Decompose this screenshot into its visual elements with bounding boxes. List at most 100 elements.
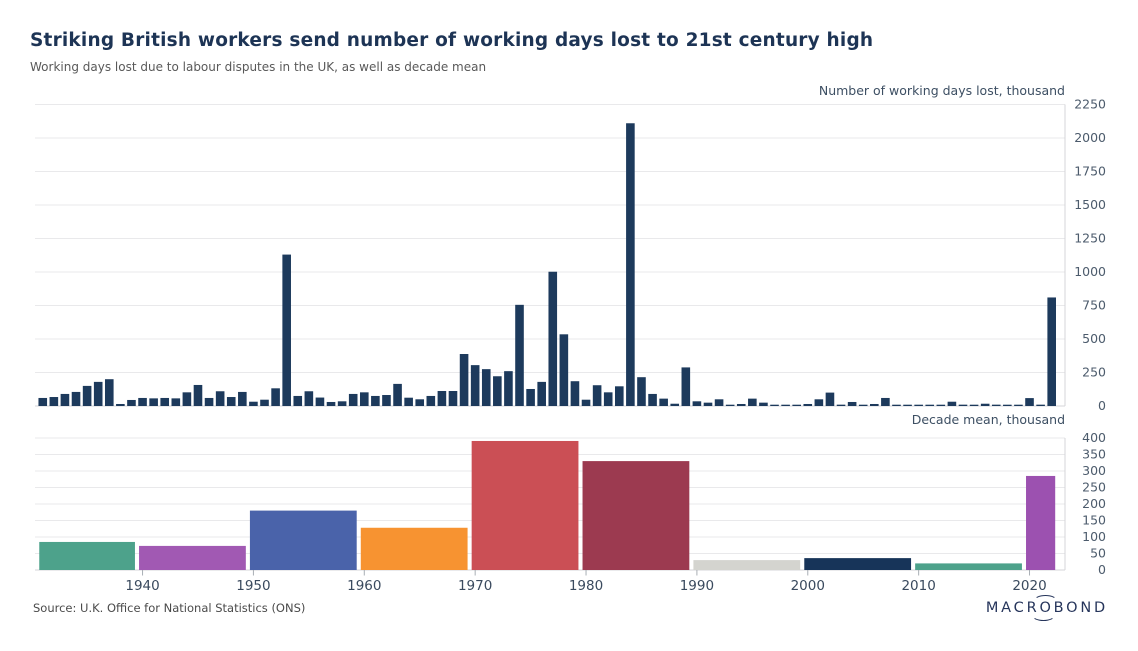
year-bar — [326, 401, 336, 406]
year-bar — [936, 404, 946, 406]
page-title: Striking British workers send number of … — [30, 30, 874, 51]
decade-bar — [249, 510, 357, 570]
x-tick-label: 1950 — [236, 578, 270, 594]
year-bar — [703, 402, 713, 406]
year-bar — [892, 404, 901, 406]
year-bar — [814, 399, 824, 406]
decade-bar — [915, 563, 1022, 570]
year-bar — [1036, 404, 1045, 406]
year-bar — [559, 334, 569, 406]
macrobond-logo: MACROBOND — [985, 595, 1108, 621]
x-tick-label: 2010 — [901, 578, 935, 594]
year-bar — [459, 354, 469, 406]
year-bar — [238, 391, 247, 406]
year-bar — [947, 401, 957, 406]
year-bar — [980, 403, 990, 406]
decade-bar — [139, 545, 246, 570]
year-bar — [116, 403, 125, 406]
year-bar — [271, 388, 280, 406]
top-ytick-label: 1250 — [1074, 231, 1106, 246]
year-bar — [659, 398, 668, 406]
year-bar — [260, 399, 269, 406]
decade-bar — [1026, 475, 1056, 570]
year-bar — [770, 404, 779, 406]
top-ytick-label: 1750 — [1074, 164, 1106, 179]
year-bar — [481, 369, 491, 406]
bottom-ytick-label: 300 — [1082, 463, 1106, 478]
year-bar — [1047, 297, 1056, 406]
year-bar — [725, 404, 735, 406]
year-bar — [127, 399, 136, 406]
x-tick-label: 1980 — [569, 578, 603, 594]
x-tick-label: 2020 — [1012, 578, 1046, 594]
year-bar — [914, 404, 923, 406]
year-bar — [515, 304, 524, 406]
logo-orbit-o: O — [1032, 595, 1058, 621]
year-bar — [404, 397, 413, 406]
year-bar — [82, 385, 92, 406]
year-bar — [748, 398, 757, 406]
year-bar — [692, 401, 702, 406]
decade-bar — [693, 560, 801, 570]
year-bar — [648, 393, 657, 406]
x-tick-label: 1940 — [125, 578, 159, 594]
year-bar — [781, 404, 790, 406]
year-bar — [714, 399, 724, 406]
top-axis-title: Number of working days lost, thousand — [819, 83, 1065, 98]
year-bar — [925, 404, 935, 406]
year-bar — [825, 392, 835, 406]
year-bar — [881, 397, 890, 406]
year-bar — [570, 381, 580, 406]
year-bar — [38, 397, 48, 406]
year-bar — [182, 392, 192, 406]
bottom-ytick-label: 100 — [1082, 529, 1106, 544]
year-bar — [60, 393, 70, 406]
year-bar — [160, 397, 170, 406]
source-note: Source: U.K. Office for National Statist… — [33, 601, 306, 615]
top-ytick-label: 750 — [1082, 298, 1106, 313]
bottom-ytick-label: 50 — [1090, 546, 1106, 561]
year-bar — [670, 403, 680, 406]
bottom-ytick-label: 400 — [1082, 430, 1106, 445]
decade-bar — [582, 461, 690, 570]
year-bar — [1025, 398, 1034, 406]
year-bar — [193, 384, 203, 406]
x-tick-label: 1970 — [458, 578, 492, 594]
year-bar — [537, 381, 546, 406]
year-bar — [958, 404, 968, 406]
year-bar — [1014, 404, 1023, 406]
year-bar — [204, 397, 214, 406]
year-bar — [548, 271, 558, 406]
top-ytick-label: 2000 — [1074, 130, 1106, 145]
bottom-ytick-label: 250 — [1082, 480, 1106, 495]
year-bar — [304, 391, 314, 406]
year-bar — [504, 371, 513, 406]
year-bar — [359, 392, 369, 406]
year-bar — [858, 404, 868, 406]
top-ytick-label: 1000 — [1074, 264, 1106, 279]
year-bar — [215, 391, 225, 406]
decade-bar — [360, 527, 468, 570]
bottom-ytick-label: 0 — [1098, 562, 1106, 577]
year-bar — [903, 404, 912, 406]
top-ytick-label: 1500 — [1074, 197, 1106, 212]
year-bar — [415, 399, 425, 406]
year-bar — [759, 402, 768, 406]
year-bar — [437, 390, 447, 406]
top-ytick-label: 250 — [1082, 365, 1106, 380]
decade-bar — [39, 541, 135, 570]
year-bar — [526, 388, 535, 406]
bottom-ytick-label: 350 — [1082, 447, 1106, 462]
year-bar — [337, 401, 347, 406]
year-bar — [969, 404, 979, 406]
year-bar — [870, 403, 879, 406]
year-bar — [792, 404, 801, 406]
bottom-axis-title: Decade mean, thousand — [912, 412, 1065, 427]
year-bar — [581, 399, 591, 406]
year-bar — [249, 401, 258, 406]
year-bar — [371, 395, 380, 406]
year-bar — [448, 390, 458, 406]
year-bar — [836, 404, 846, 406]
